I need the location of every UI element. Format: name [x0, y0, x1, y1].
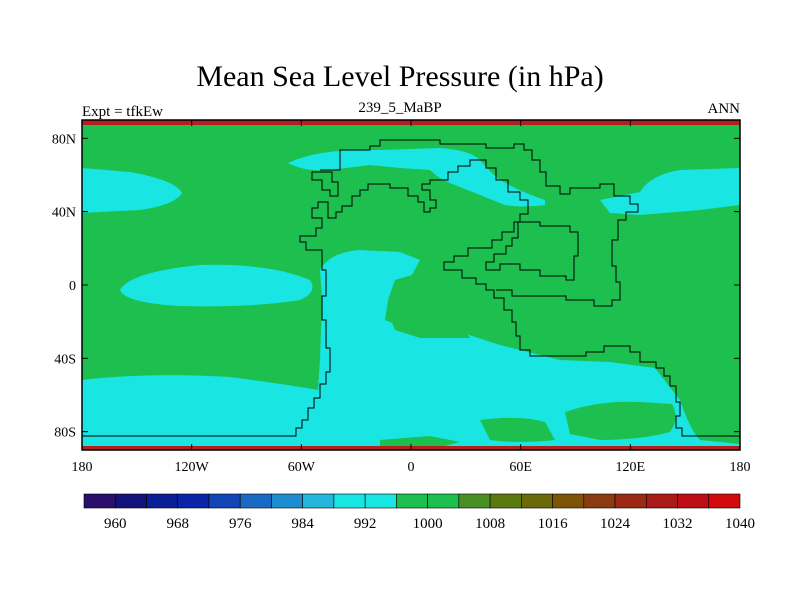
cyan-streak-north: [288, 148, 545, 207]
colorbar-swatch: [114, 493, 147, 509]
colorbar-label: 968: [166, 516, 189, 532]
cyan-lobe-north-pacific: [82, 168, 182, 213]
coastline-pangea: [82, 159, 740, 437]
green-patch-south-1: [565, 401, 676, 440]
coastline-west-notch: [311, 171, 339, 197]
colorbar-swatch: [271, 493, 303, 509]
colorbar-swatch: [708, 493, 741, 509]
colorbar-swatch: [427, 493, 460, 509]
experiment-label: Expt = tfkEw: [82, 104, 163, 120]
lat-tick-label: 80N: [52, 132, 76, 147]
lon-tick-label: 60W: [288, 460, 316, 475]
continent-outlines: [82, 139, 740, 437]
green-patch-mid: [390, 318, 470, 338]
colorbar-label: 1000: [413, 516, 443, 532]
green-patch-south-3: [380, 436, 460, 446]
colorbar-swatch: [333, 493, 366, 509]
lat-tick-label: 40N: [52, 206, 76, 221]
colorbar-swatch: [614, 493, 647, 509]
colorbar-swatch: [83, 493, 116, 509]
lon-tick-label: 60E: [509, 460, 532, 475]
high-pressure-patches: [380, 318, 676, 446]
lon-tick-label: 180: [730, 460, 751, 475]
colorbar-swatch: [645, 493, 678, 509]
colorbar-swatch: [552, 493, 585, 509]
colorbar-swatch: [677, 493, 710, 509]
cyan-lobe-north-east: [600, 168, 740, 215]
colorbar-swatch: [302, 493, 335, 509]
colorbar-swatch: [521, 493, 553, 509]
colorbar-label: 960: [104, 516, 127, 532]
lon-tick-label: 0: [408, 460, 415, 475]
colorbar-swatch: [208, 493, 241, 509]
colorbar-label: 992: [354, 516, 377, 532]
low-pressure-regions: [82, 148, 740, 446]
coastline-northern-margin: [320, 139, 639, 307]
green-patch-south-2: [480, 417, 555, 442]
colorbar-swatch: [239, 493, 272, 509]
colorbar-label: 1008: [475, 516, 505, 532]
colorbar-label: 1024: [600, 516, 631, 532]
cyan-lobe-equatorial: [120, 264, 313, 307]
colorbar-label: 984: [291, 516, 314, 532]
colorbar: 960 968 976 984 992 1000 1008 1016 1024 1032 1040: [83, 493, 755, 532]
map-title: Mean Sea Level Pressure (in hPa): [196, 60, 604, 93]
lat-tick-label: 80S: [54, 426, 76, 441]
cyan-region-south: [82, 250, 740, 446]
colorbar-swatch: [458, 493, 491, 509]
coastline-inland-sea: [485, 221, 579, 281]
colorbar-label: 1040: [725, 516, 755, 532]
colorbar-swatch: [489, 493, 522, 509]
subtitle-label: 239_5_MaBP: [358, 100, 442, 116]
colorbar-label: 1032: [663, 516, 693, 532]
lat-tick-label: 40S: [54, 352, 76, 367]
colorbar-label: 976: [229, 516, 252, 532]
lon-tick-label: 180: [72, 460, 93, 475]
season-label: ANN: [707, 101, 741, 117]
colorbar-swatch: [146, 493, 179, 509]
colorbar-swatch: [396, 493, 428, 509]
colorbar-label: 1016: [538, 516, 569, 532]
lon-tick-label: 120W: [175, 460, 210, 475]
lon-tick-label: 120E: [616, 460, 646, 475]
colorbar-swatch: [177, 493, 210, 509]
colorbar-swatch: [583, 493, 616, 509]
colorbar-swatch: [364, 493, 397, 509]
lat-tick-label: 0: [69, 279, 76, 294]
map-axes: 180 120W 60W 0 60E 120E 180 80N 40N 0 40S 80S: [52, 120, 751, 475]
